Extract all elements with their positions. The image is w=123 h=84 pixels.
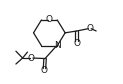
Text: O: O [73, 39, 80, 48]
Text: O: O [86, 24, 93, 33]
Text: O: O [46, 15, 53, 24]
Text: O: O [28, 54, 35, 63]
Text: N: N [54, 41, 61, 50]
Text: O: O [41, 66, 48, 75]
